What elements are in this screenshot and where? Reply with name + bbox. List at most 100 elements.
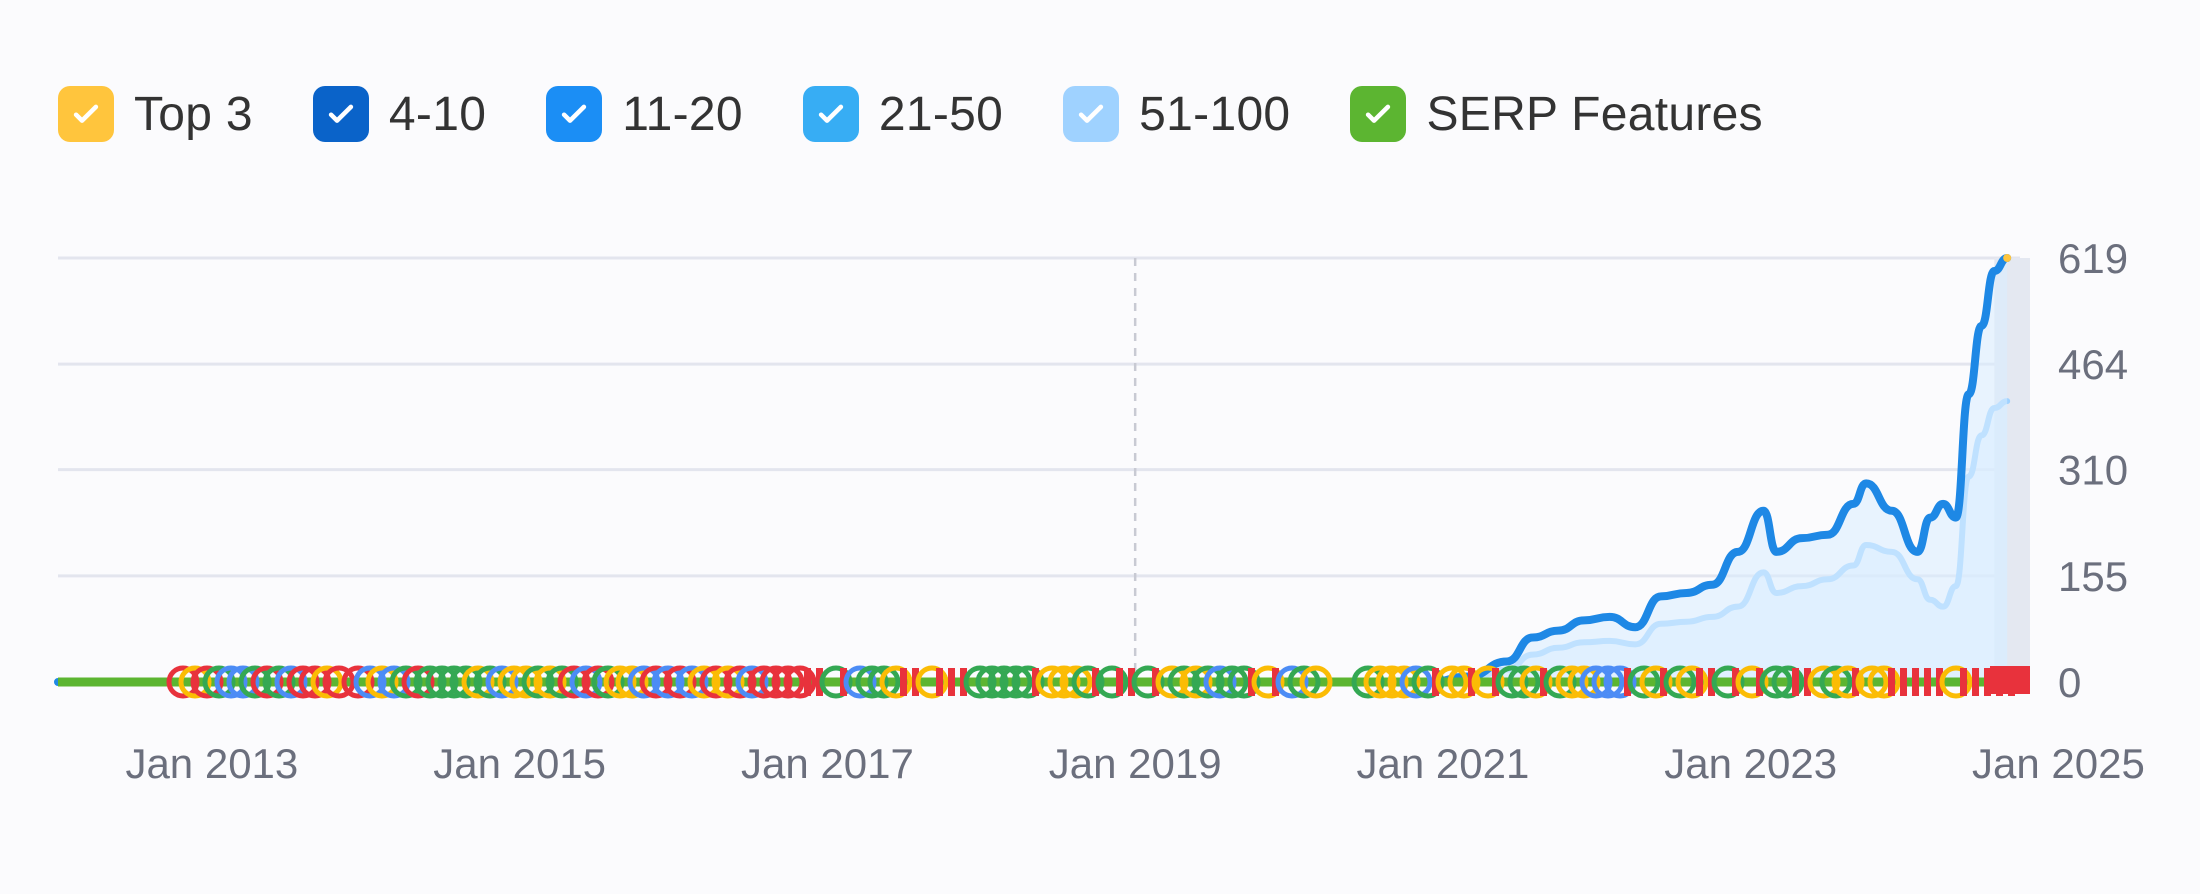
x-tick-label: Jan 2013 bbox=[125, 740, 298, 787]
serp-feature-icon bbox=[1387, 665, 1421, 699]
serp-feature-icon bbox=[1819, 665, 1853, 699]
serp-feature-flag bbox=[804, 668, 811, 696]
serp-feature-icon bbox=[1471, 665, 1505, 699]
serp-feature-icon bbox=[963, 665, 997, 699]
serp-feature-icon bbox=[867, 665, 901, 699]
serp-feature-icon bbox=[353, 665, 387, 699]
serp-feature-icon bbox=[401, 665, 435, 699]
serp-feature-icon bbox=[987, 665, 1021, 699]
serp-feature-flag bbox=[1912, 668, 1919, 696]
y-tick-label: 155 bbox=[2058, 553, 2128, 600]
serp-feature-icon bbox=[1939, 665, 1973, 699]
serp-feature-icon bbox=[855, 665, 889, 699]
serp-feature-icon bbox=[413, 665, 447, 699]
serp-feature-icon bbox=[1167, 665, 1201, 699]
top3-point bbox=[2003, 254, 2012, 262]
serp-feature-icon bbox=[497, 665, 531, 699]
y-tick-label: 310 bbox=[2058, 447, 2128, 494]
legend-item-4-10[interactable]: 4-10 bbox=[312, 86, 486, 142]
checkbox-icon[interactable] bbox=[58, 86, 114, 142]
serp-feature-flag bbox=[1990, 666, 2030, 694]
serp-feature-icon bbox=[521, 665, 555, 699]
serp-feature-icon bbox=[747, 665, 781, 699]
serp-feature-icon bbox=[1047, 665, 1081, 699]
serp-feature-icon bbox=[569, 665, 603, 699]
serp-feature-icon bbox=[723, 665, 757, 699]
y-tick-label: 619 bbox=[2058, 235, 2128, 282]
serp-feature-icon bbox=[1275, 665, 1309, 699]
serp-feature-icon bbox=[1071, 665, 1105, 699]
serp-feature-icon bbox=[1131, 665, 1165, 699]
serp-feature-icon bbox=[262, 665, 296, 699]
x-tick-label: Jan 2025 bbox=[1972, 740, 2145, 787]
serp-feature-icon bbox=[509, 665, 543, 699]
legend-label: 21-50 bbox=[878, 87, 1004, 141]
serp-feature-flag bbox=[1984, 668, 1991, 696]
serp-feature-icon bbox=[365, 665, 399, 699]
serp-feature-icon bbox=[1771, 665, 1805, 699]
serp-feature-icon bbox=[975, 665, 1009, 699]
serp-feature-icon bbox=[1711, 665, 1745, 699]
legend-item-serp-features[interactable]: SERP Features bbox=[1350, 86, 1763, 142]
serp-feature-icon bbox=[1287, 665, 1321, 699]
serp-feature-icon bbox=[1807, 665, 1841, 699]
serp-feature-icon bbox=[461, 665, 495, 699]
serp-feature-icon bbox=[603, 665, 637, 699]
serp-feature-icon bbox=[533, 665, 567, 699]
checkbox-icon[interactable] bbox=[312, 86, 369, 142]
checkbox-icon[interactable] bbox=[1063, 86, 1120, 142]
serp-feature-icon bbox=[1495, 665, 1529, 699]
serp-feature-icon bbox=[238, 665, 272, 699]
serp-feature-icon bbox=[1627, 665, 1661, 699]
serp-feature-icon bbox=[591, 665, 625, 699]
serp-feature-icon bbox=[615, 665, 649, 699]
checkbox-icon[interactable] bbox=[1350, 86, 1407, 142]
serp-feature-icon bbox=[1227, 665, 1261, 699]
x-axis: Jan 2013 Jan 2015 Jan 2017 Jan 2019 Jan 2021… bbox=[125, 740, 2144, 787]
serp-features-track bbox=[58, 665, 2030, 699]
serp-feature-flag bbox=[1960, 668, 1967, 696]
serp-feature-icon bbox=[298, 665, 332, 699]
serp-feature-icon bbox=[1543, 665, 1577, 699]
serp-feature-icon bbox=[214, 665, 248, 699]
serp-feature-flag bbox=[1696, 668, 1703, 696]
serp-feature-icon bbox=[1059, 665, 1093, 699]
legend-item-51-100[interactable]: 51-100 bbox=[1063, 86, 1290, 142]
serp-feature-flag bbox=[1116, 668, 1123, 696]
serp-feature-icon bbox=[783, 665, 817, 699]
serp-feature-icon bbox=[639, 665, 673, 699]
legend-item-top-3[interactable]: Top 3 bbox=[58, 86, 253, 142]
y-tick-label: 0 bbox=[2058, 659, 2081, 706]
chart-legend: Top 3 4-10 11-20 21-50 51-100 SERP Featu… bbox=[58, 86, 1823, 142]
checkbox-icon[interactable] bbox=[802, 86, 859, 142]
legend-item-11-20[interactable]: 11-20 bbox=[546, 86, 743, 142]
serp-feature-icon bbox=[1579, 665, 1613, 699]
serp-feature-icon bbox=[1299, 665, 1333, 699]
serp-feature-flag bbox=[936, 668, 943, 696]
serp-feature-icon bbox=[771, 665, 805, 699]
checkbox-icon[interactable] bbox=[546, 86, 603, 142]
serp-feature-icon bbox=[166, 665, 200, 699]
serp-feature-icon bbox=[1435, 665, 1469, 699]
serp-feature-icon bbox=[485, 665, 519, 699]
legend-label: 11-20 bbox=[622, 87, 743, 141]
serp-feature-icon bbox=[322, 665, 356, 699]
serp-feature-icon bbox=[1675, 665, 1709, 699]
serp-feature-flag bbox=[1924, 668, 1931, 696]
legend-label: SERP Features bbox=[1426, 87, 1763, 141]
serp-feature-icon bbox=[1831, 665, 1865, 699]
serp-feature-icon bbox=[843, 665, 877, 699]
legend-item-21-50[interactable]: 21-50 bbox=[802, 86, 1004, 142]
serp-feature-icon bbox=[310, 665, 344, 699]
x-tick-label: Jan 2023 bbox=[1664, 740, 1837, 787]
serp-feature-icon bbox=[274, 665, 308, 699]
serp-feature-flag bbox=[1888, 668, 1895, 696]
serp-feature-icon bbox=[819, 665, 853, 699]
serp-feature-icon bbox=[1351, 665, 1385, 699]
serp-feature-icon bbox=[651, 665, 685, 699]
serp-feature-icon bbox=[178, 665, 212, 699]
serp-feature-icon bbox=[389, 665, 423, 699]
serp-feature-icon bbox=[557, 665, 591, 699]
serp-feature-icon bbox=[1363, 665, 1397, 699]
